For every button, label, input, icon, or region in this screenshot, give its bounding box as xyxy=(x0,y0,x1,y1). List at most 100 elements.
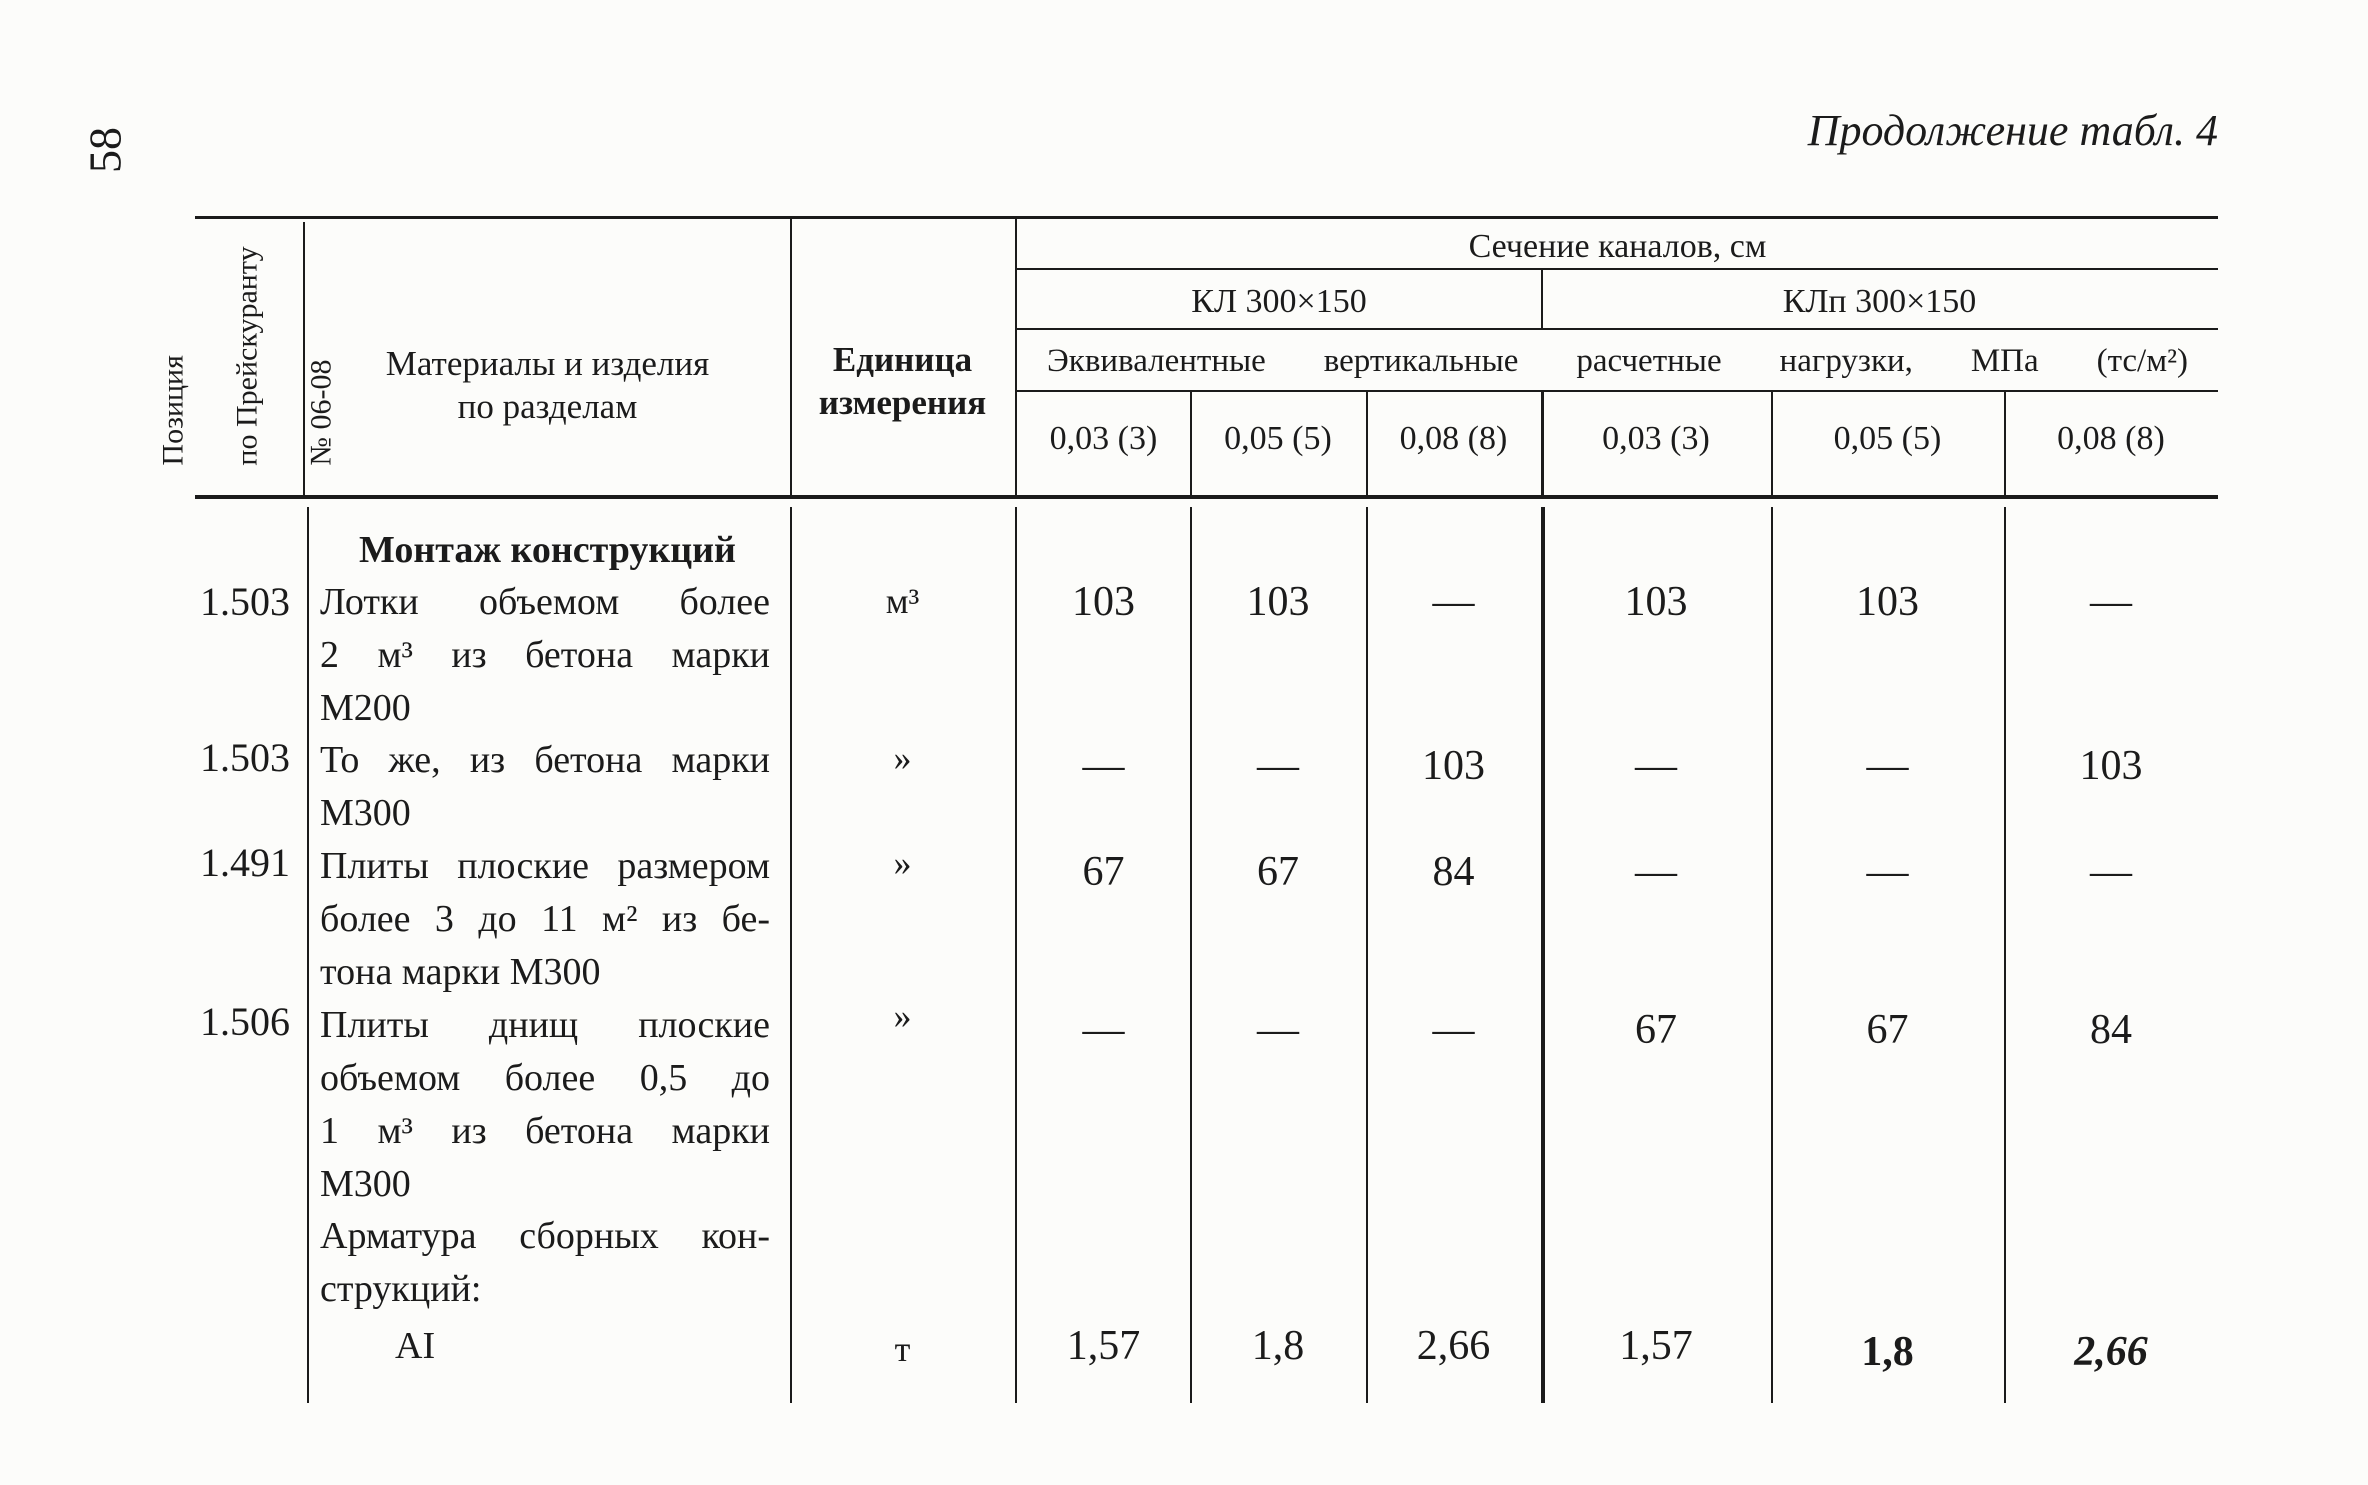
row-material-text: Плиты днищ плоские объемом более 0,5 до … xyxy=(320,999,770,1211)
material-line: Плиты плоские размером xyxy=(320,845,770,887)
row-material-text: Арматура сборных кон- струкций: xyxy=(320,1210,770,1316)
material-line: 2 м³ из бетона марки xyxy=(320,634,770,676)
value-cell: 103 xyxy=(1072,579,1135,625)
unit-cell: т xyxy=(894,1329,911,1369)
value-cell: — xyxy=(1257,743,1299,789)
header-position-line2: по Прейскуранту xyxy=(230,246,264,466)
row-position: 1.506 xyxy=(200,999,290,1044)
value-cell: — xyxy=(1635,849,1677,895)
value-cell: 67 xyxy=(1257,849,1299,895)
value-cell: — xyxy=(1257,1007,1299,1053)
row-position: 1.503 xyxy=(200,579,290,624)
page-number: 58 xyxy=(79,127,131,173)
divider-group-kl-klp xyxy=(1541,270,1543,328)
header-group-kl: КЛ 300×150 xyxy=(1191,283,1367,320)
value-cell: 67 xyxy=(1866,1007,1909,1053)
unit-cell: » xyxy=(893,996,912,1036)
value-cell: 1,57 xyxy=(1619,1323,1693,1369)
divider-col-2-3 xyxy=(1366,507,1368,1403)
divider-position-materials-hdr xyxy=(303,222,305,495)
table-continuation-caption: Продолжение табл. 4 xyxy=(1807,106,2218,155)
value-cell: 2,66 xyxy=(2074,1329,2148,1375)
value-cell: 103 xyxy=(1422,743,1485,789)
value-cell: 67 xyxy=(1635,1007,1677,1053)
header-materials-line1: Материалы и изделия xyxy=(385,344,710,383)
value-cell: 84 xyxy=(1432,849,1475,895)
header-materials-column: Материалы и изделия по разделам xyxy=(305,342,790,428)
unit-cell: » xyxy=(893,843,912,883)
rule-under-loads xyxy=(1017,390,2218,392)
header-unit-line2: измерения xyxy=(818,383,987,422)
divider-unit-data xyxy=(1015,507,1017,1403)
value-cell: 103 xyxy=(2079,743,2143,789)
value-cell: — xyxy=(1866,743,1909,789)
material-line: струкций: xyxy=(320,1268,482,1310)
value-cell: — xyxy=(1866,849,1909,895)
section-title: Монтаж конструкций xyxy=(359,529,736,571)
value-cell: — xyxy=(1082,1007,1125,1053)
header-unit-column: Единица измерения xyxy=(790,338,1015,424)
material-line: Лотки объемом более xyxy=(320,581,770,623)
material-line: Плиты днищ плоские xyxy=(320,1004,770,1046)
value-cell: 1,8 xyxy=(1251,1323,1305,1369)
header-unit-line1: Единица xyxy=(832,340,973,379)
divider-loadcol-2-3 xyxy=(1366,392,1368,495)
row-material-text: АI xyxy=(395,1320,845,1373)
divider-unit-data-hdr xyxy=(1015,218,1017,495)
material-line: тона марки М300 xyxy=(320,951,601,993)
material-line: более 3 до 11 м² из бе- xyxy=(320,898,770,940)
header-load-col-4: 0,03 (3) xyxy=(1602,420,1710,457)
rule-header-body xyxy=(195,495,2218,499)
value-cell: 103 xyxy=(1624,579,1688,625)
divider-loadcol-3-4 xyxy=(1541,392,1544,495)
material-line: М300 xyxy=(320,1163,411,1205)
material-line: объемом более 0,5 до xyxy=(320,1057,770,1099)
divider-position-materials xyxy=(307,507,309,1403)
divider-col-1-2 xyxy=(1190,507,1192,1403)
row-position: 1.503 xyxy=(200,735,290,780)
value-cell: — xyxy=(1432,1007,1475,1053)
divider-col-5-6 xyxy=(2004,507,2006,1403)
header-load-col-2: 0,05 (5) xyxy=(1224,420,1332,457)
divider-col-4-5 xyxy=(1771,507,1773,1403)
value-cell: 67 xyxy=(1082,849,1125,895)
divider-materials-unit xyxy=(790,507,792,1403)
material-line: М300 xyxy=(320,792,411,834)
unit-cell: м³ xyxy=(885,581,920,621)
value-cell: — xyxy=(2090,579,2132,625)
value-cell: 84 xyxy=(2090,1007,2132,1053)
divider-loadcol-5-6 xyxy=(2004,392,2006,495)
material-line: М200 xyxy=(320,687,411,729)
value-cell: 103 xyxy=(1856,579,1919,625)
row-position: 1.491 xyxy=(200,840,290,885)
unit-cell: » xyxy=(893,738,912,778)
header-load-col-6: 0,08 (8) xyxy=(2057,420,2165,457)
header-section-span: Сечение каналов, см xyxy=(1468,228,1767,265)
row-material-text: То же, из бетона марки М300 xyxy=(320,734,770,840)
value-cell: — xyxy=(1082,743,1125,789)
header-materials-line2: по разделам xyxy=(457,387,638,426)
value-cell: — xyxy=(1635,743,1677,789)
header-loads-span: Эквивалентные вертикальные расчетные наг… xyxy=(1047,343,2188,379)
material-line: 1 м³ из бетона марки xyxy=(320,1110,770,1152)
rule-table-top xyxy=(195,216,2218,219)
header-position-line1: Позиция xyxy=(156,355,190,466)
divider-loadcol-4-5 xyxy=(1771,392,1773,495)
divider-loadcol-1-2 xyxy=(1190,392,1192,495)
value-cell: 2,66 xyxy=(1416,1323,1491,1369)
row-material-text: Лотки объемом более 2 м³ из бетона марки… xyxy=(320,576,770,735)
value-cell: 1,8 xyxy=(1861,1329,1914,1375)
material-line: АI xyxy=(395,1325,436,1367)
value-cell: 103 xyxy=(1246,579,1310,625)
value-cell: — xyxy=(1432,579,1475,625)
row-material-text: Плиты плоские размером более 3 до 11 м² … xyxy=(320,840,770,999)
material-line: Арматура сборных кон- xyxy=(320,1215,770,1257)
rule-under-groups xyxy=(1017,328,2218,330)
value-cell: 1,57 xyxy=(1066,1323,1141,1369)
divider-materials-unit-hdr xyxy=(790,218,792,495)
header-group-klp: КЛп 300×150 xyxy=(1782,283,1977,320)
value-cell: — xyxy=(2090,849,2132,895)
rule-under-section-span xyxy=(1017,268,2218,270)
material-line: То же, из бетона марки xyxy=(320,739,770,781)
